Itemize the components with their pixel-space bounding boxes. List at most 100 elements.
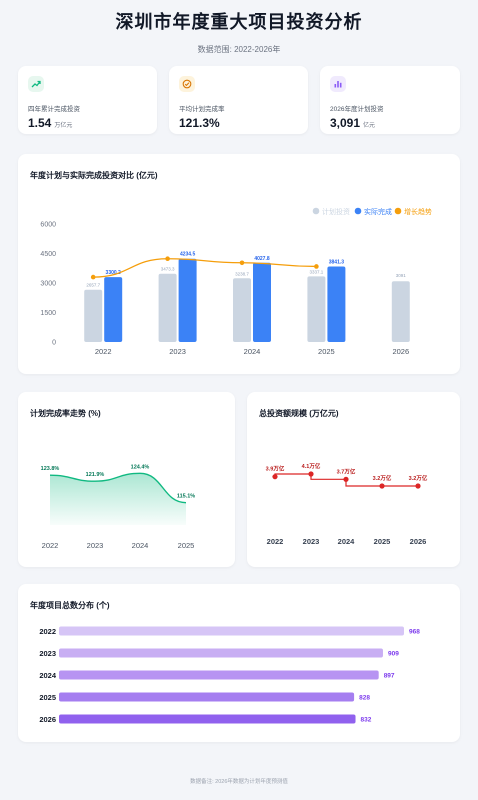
plan-value-label: 3337.1 xyxy=(310,269,324,274)
project-count-card: 年度项目总数分布 (个) 2022 968 2023 909 2024 897 2025 82… xyxy=(18,584,460,742)
y-tick-label: 2024 xyxy=(39,671,57,680)
scale-point xyxy=(379,483,385,489)
investment-scale-chart: 3.9万亿 2022 4.1万亿 2023 3.7万亿 2024 3.2万亿 2025 3.2万… xyxy=(266,462,428,546)
rate-area xyxy=(50,473,186,525)
x-tick-label: 2022 xyxy=(95,347,112,356)
legend-marker xyxy=(354,207,362,215)
trend-point xyxy=(314,264,319,269)
rate-line xyxy=(49,472,187,504)
scale-value-label: 4.1万亿 xyxy=(302,462,321,470)
x-tick-label: 2023 xyxy=(303,537,320,546)
count-value-label: 909 xyxy=(388,651,399,658)
scale-value-label: 3.2万亿 xyxy=(373,474,392,482)
x-tick-label: 2023 xyxy=(87,541,104,550)
rate-value-label: 115.1% xyxy=(177,494,195,500)
page-header: 深圳市年度重大项目投资分析 数据范围: 2022-2026年 xyxy=(0,8,478,55)
plan-vs-actual-card: 年度计划与实际完成投资对比 (亿元) 0 1500 3000 4500 6000 2657… xyxy=(18,154,460,374)
kpi-label: 平均计划完成率 xyxy=(179,106,225,113)
rate-value-label: 121.9% xyxy=(86,472,105,478)
count-bar xyxy=(59,648,383,658)
actual-bar xyxy=(178,258,197,342)
legend-label: 计划投资 xyxy=(322,207,350,216)
project-count-chart: 2022 968 2023 909 2024 897 2025 828 2026 832 xyxy=(39,626,420,724)
page-title: 深圳市年度重大项目投资分析 xyxy=(115,12,363,32)
scale-value-label: 3.2万亿 xyxy=(409,474,428,482)
plan-bar xyxy=(233,278,251,342)
y-tick-label: 6000 xyxy=(40,222,56,229)
plan-value-label: 3091 xyxy=(396,273,407,278)
chart-title: 年度项目总数分布 (个) xyxy=(30,601,110,610)
plan-bar xyxy=(391,281,410,342)
y-tick-label: 2026 xyxy=(39,715,56,724)
scale-point xyxy=(308,471,314,477)
scale-point xyxy=(272,474,278,480)
chart-title: 计划完成率走势 (%) xyxy=(30,409,101,418)
plan-value-label: 2657.7 xyxy=(86,283,100,288)
actual-value-label: 4234.5 xyxy=(180,252,196,258)
actual-bar xyxy=(104,277,123,342)
y-tick-label: 2023 xyxy=(39,649,56,658)
kpi-card-completion-rate: 平均计划完成率 121.3% xyxy=(169,66,308,134)
trend-point xyxy=(239,260,245,266)
chart-title: 总投资额规模 (万亿元) xyxy=(259,409,339,418)
plan-bar xyxy=(84,289,103,342)
x-tick-label: 2023 xyxy=(169,347,186,356)
kpi-card-2026-plan: 2026年度计划投资 3,091 亿元 xyxy=(320,66,460,134)
x-tick-label: 2025 xyxy=(178,541,195,550)
count-value-label: 968 xyxy=(409,629,420,636)
count-value-label: 897 xyxy=(384,673,395,680)
trend-line xyxy=(93,258,317,278)
y-tick-label: 4500 xyxy=(40,251,56,258)
scale-value-label: 3.7万亿 xyxy=(337,467,356,475)
count-bar xyxy=(59,692,355,702)
legend-label: 实际完成 xyxy=(364,207,392,216)
scale-point xyxy=(343,476,349,482)
scale-step-line xyxy=(274,473,311,477)
kpi-label: 2026年度计划投资 xyxy=(330,106,384,113)
actual-bar xyxy=(253,262,271,342)
x-tick-label: 2022 xyxy=(42,541,59,550)
actual-value-label: 3300.2 xyxy=(106,270,122,276)
page-subtitle: 数据范围: 2022-2026年 xyxy=(197,45,281,54)
trend-up-icon xyxy=(28,76,44,92)
plan-value-label: 3238.7 xyxy=(235,271,249,276)
plan-vs-actual-chart: 0 1500 3000 4500 6000 2657.7 3300.2 2022 3473.3 4… xyxy=(40,207,432,356)
x-tick-label: 2024 xyxy=(132,541,149,550)
x-tick-label: 2025 xyxy=(374,537,391,546)
x-tick-label: 2026 xyxy=(410,537,427,546)
bar-chart-icon xyxy=(330,76,346,92)
investment-scale-card: 总投资额规模 (万亿元) 3.9万亿 2022 4.1万亿 2023 3.7万亿 2024… xyxy=(247,392,460,567)
legend-marker xyxy=(394,207,402,215)
actual-value-label: 3841.3 xyxy=(329,259,345,265)
x-tick-label: 2024 xyxy=(244,347,261,356)
plan-bar xyxy=(307,276,326,342)
scale-value-label: 3.9万亿 xyxy=(266,465,285,473)
y-tick-label: 0 xyxy=(52,340,56,347)
trend-point xyxy=(165,256,170,262)
count-value-label: 832 xyxy=(361,717,372,724)
y-tick-label: 2022 xyxy=(39,627,56,636)
scale-point xyxy=(415,483,421,489)
x-tick-label: 2024 xyxy=(338,537,356,546)
kpi-value: 121.3% xyxy=(179,116,220,130)
footer-note: 数据备注: 2026年数据为计划年度预测值 xyxy=(190,779,288,785)
trend-point xyxy=(90,274,96,280)
plan-bar xyxy=(158,273,177,342)
kpi-value: 3,091 亿元 xyxy=(330,116,376,130)
legend-label: 增长趋势 xyxy=(404,207,432,216)
count-bar xyxy=(59,670,379,680)
actual-value-label: 4027.8 xyxy=(254,256,270,262)
kpi-label: 四年累计完成投资 xyxy=(28,106,80,113)
y-tick-label: 3000 xyxy=(40,281,56,288)
target-icon xyxy=(179,76,195,92)
chart-title: 年度计划与实际完成投资对比 (亿元) xyxy=(30,171,158,180)
completion-rate-chart: 123.8% 2022 121.9% 2023 124.4% 2024 115.1% 2025 xyxy=(41,464,196,550)
y-tick-label: 1500 xyxy=(40,310,56,317)
count-bar xyxy=(59,714,356,724)
completion-rate-card: 计划完成率走势 (%) 123.8% 2022 121.9% 2023 124.4% 20… xyxy=(18,392,235,567)
x-tick-label: 2026 xyxy=(392,347,409,356)
x-tick-label: 2025 xyxy=(318,347,335,356)
y-tick-label: 2025 xyxy=(39,693,56,702)
count-bar xyxy=(59,626,404,636)
count-value-label: 828 xyxy=(359,695,370,702)
